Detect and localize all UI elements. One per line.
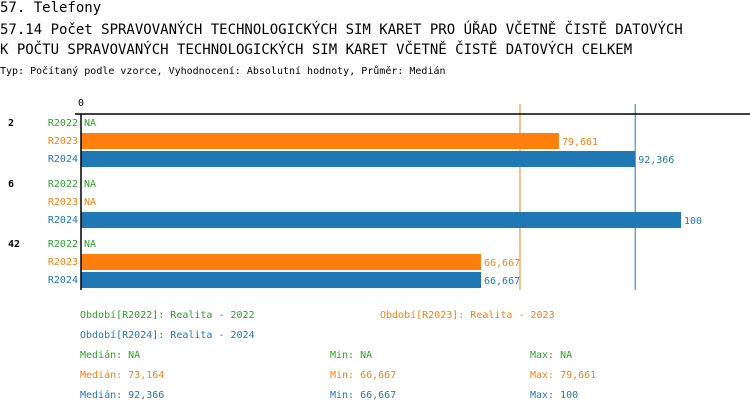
series-label: R2024 — [48, 215, 78, 226]
series-label: R2023 — [48, 257, 78, 268]
series-label: R2022 — [48, 239, 78, 250]
series-label: R2023 — [48, 197, 78, 208]
chart-title-line2: K POČTU SPRAVOVANÝCH TECHNOLOGICKÝCH SIM… — [0, 42, 633, 58]
x-tick-label: 0 — [78, 98, 84, 109]
stat-median-r2022: Medián: NA — [80, 350, 141, 361]
group-label: 42 — [8, 239, 20, 250]
stat-median-r2024: Medián: 92,366 — [80, 390, 165, 401]
stat-min-r2022: Min: NA — [330, 350, 373, 361]
data-label: NA — [84, 197, 96, 208]
bar-r2024 — [81, 272, 482, 288]
chart-title-line1: 57.14 Počet SPRAVOVANÝCH TECHNOLOGICKÝCH… — [0, 22, 683, 38]
data-label: 92,366 — [638, 155, 674, 166]
data-label: 100 — [684, 216, 702, 227]
series-label: R2022 — [48, 179, 78, 190]
stat-median-r2023: Medián: 73,164 — [80, 370, 165, 381]
stat-min-r2024: Min: 66,667 — [330, 390, 397, 401]
data-label: NA — [84, 239, 96, 250]
stat-max-r2024: Max: 100 — [530, 390, 579, 401]
series-label: R2024 — [48, 275, 78, 286]
legend-r2023: Období[R2023]: Realita - 2023 — [380, 310, 555, 321]
data-label: NA — [84, 179, 96, 190]
series-label: R2023 — [48, 136, 78, 147]
bar-r2024 — [81, 151, 636, 167]
chart-subtitle: Typ: Počítaný podle vzorce, Vyhodnocení:… — [0, 66, 446, 77]
stat-max-r2022: Max: NA — [530, 350, 573, 361]
data-label: 79,661 — [562, 137, 598, 148]
data-label: 66,667 — [484, 258, 520, 269]
series-label: R2022 — [48, 118, 78, 129]
legend-r2022: Období[R2022]: Realita - 2022 — [80, 310, 255, 321]
group-label: 6 — [8, 179, 14, 190]
bar-r2024 — [81, 212, 681, 228]
section-title: 57. Telefony — [0, 0, 102, 16]
legend-r2024: Období[R2024]: Realita - 2024 — [80, 330, 255, 341]
bar-r2023 — [81, 254, 482, 270]
stat-max-r2023: Max: 79,661 — [530, 370, 597, 381]
bar-chart: 0 2 R2022 NA R2023 79,661 R2024 92,366 6 R2022 NA R… — [8, 98, 750, 290]
series-label: R2024 — [48, 154, 78, 165]
data-label: NA — [84, 118, 96, 129]
data-label: 66,667 — [484, 276, 520, 287]
bar-r2023 — [81, 133, 559, 149]
stat-min-r2023: Min: 66,667 — [330, 370, 397, 381]
group-label: 2 — [8, 118, 14, 129]
